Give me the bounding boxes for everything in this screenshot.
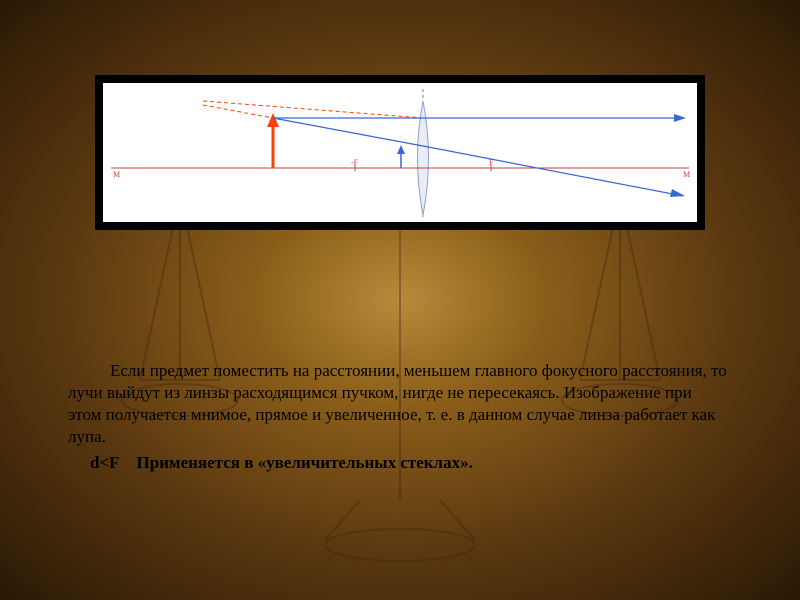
formula-line: d<F Применяется в «увеличительных стекла… <box>90 452 728 474</box>
diagram-frame: M M -F F <box>95 75 705 230</box>
lens-ray-diagram: M M -F F <box>103 83 697 222</box>
description-text-block: Если предмет поместить на расстоянии, ме… <box>68 360 728 478</box>
slide: M M -F F <box>0 0 800 600</box>
axis-label-left: M <box>113 170 120 179</box>
axis-label-right: M <box>683 170 690 179</box>
description-paragraph: Если предмет поместить на расстоянии, ме… <box>68 360 728 448</box>
